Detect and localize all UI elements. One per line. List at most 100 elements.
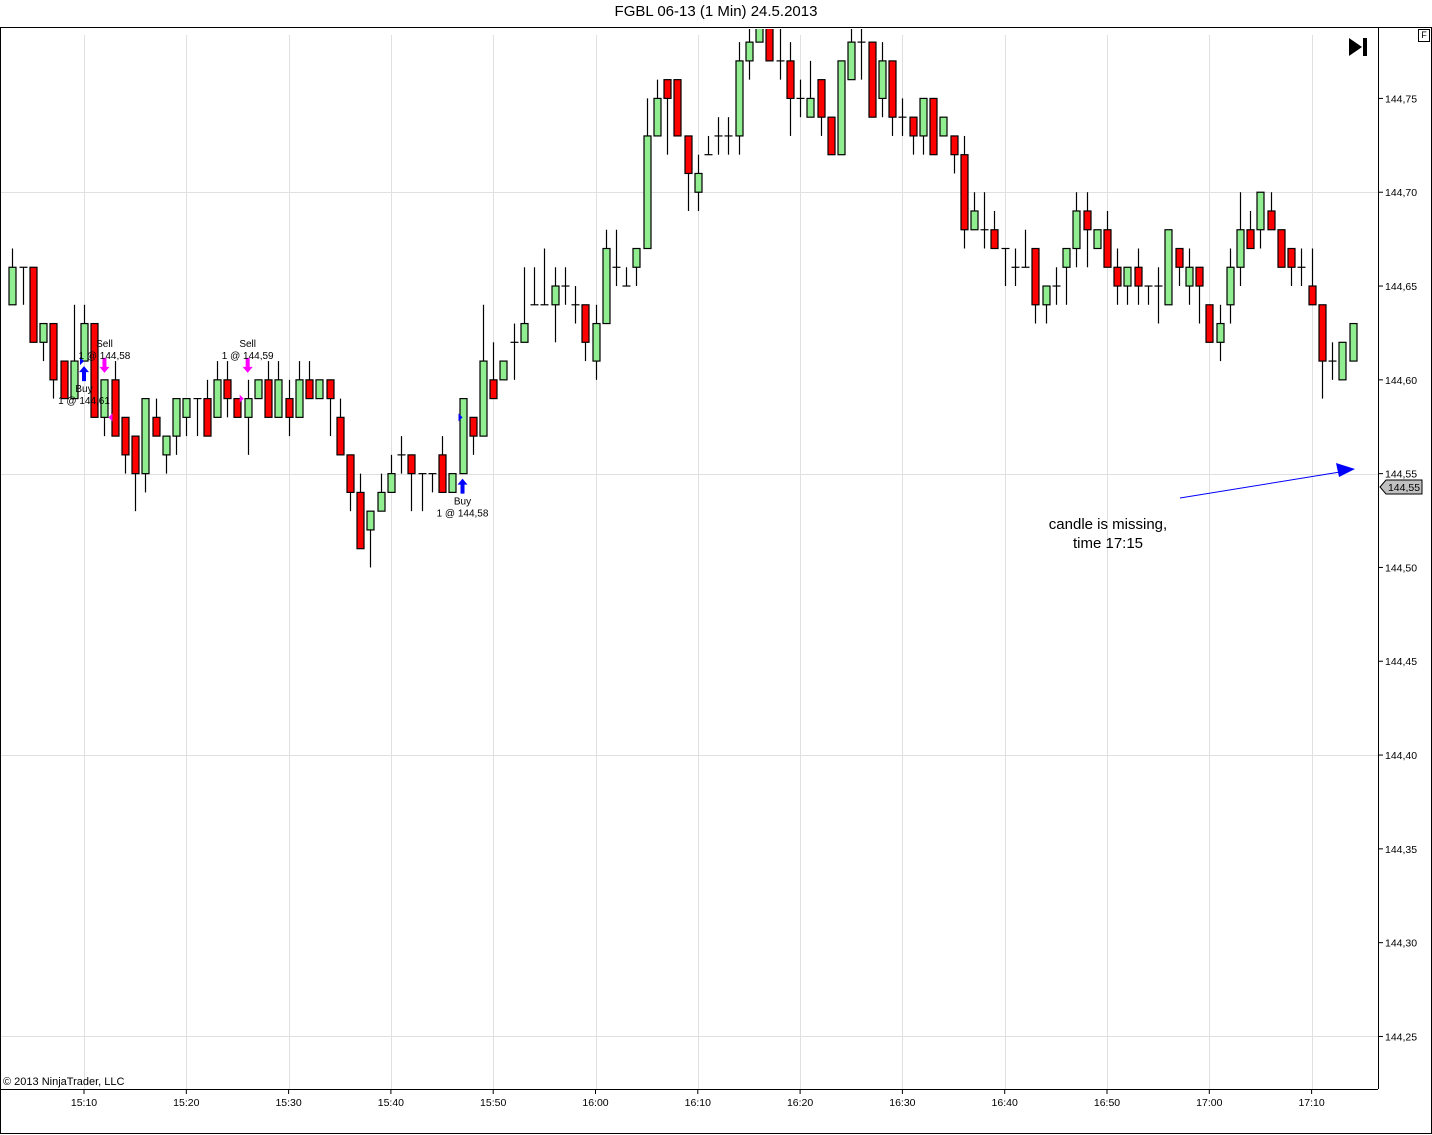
candle-body-up [162, 435, 171, 456]
candle-body-down [765, 29, 774, 62]
candle-body-up [182, 397, 191, 418]
price-axis[interactable]: 144,75 144,70 144,65 144,60 144,55 144,50 144,… [1378, 93, 1417, 1043]
fill-triangle-icon [239, 394, 244, 403]
candle-body-up [745, 41, 754, 62]
candle [919, 97, 928, 155]
candle [673, 79, 682, 137]
candle [1246, 210, 1255, 250]
candle-body-down [1083, 210, 1092, 231]
candle [326, 379, 335, 437]
candle [694, 154, 703, 211]
candle-body-down [1277, 229, 1286, 268]
candle [684, 135, 693, 211]
candle [960, 135, 969, 249]
buy-arrow-icon [79, 366, 89, 382]
marker-label: Buy [454, 497, 471, 508]
candle [315, 379, 324, 400]
candle [111, 361, 120, 437]
candle-body-up [479, 360, 488, 437]
candle [336, 398, 345, 456]
y-tick-label: 144,60 [1385, 375, 1417, 387]
candle-body-up [970, 210, 979, 231]
candle-body-up [837, 60, 846, 156]
candle [70, 304, 79, 400]
candle-body-up [377, 491, 386, 512]
y-tick-label: 144,75 [1385, 93, 1417, 105]
candle [131, 435, 140, 512]
candle [448, 473, 457, 493]
candle [387, 454, 396, 493]
candle-body-down [1175, 247, 1184, 268]
candle [643, 98, 652, 250]
candle-body-down [1246, 229, 1255, 250]
candle [878, 42, 887, 118]
candle-body-up [592, 322, 601, 362]
candle-body-up [1164, 229, 1173, 306]
time-axis[interactable]: 15:10 15:20 15:30 15:40 15:50 16:00 16:10 16:20… [71, 1089, 1325, 1109]
candle [622, 267, 631, 287]
x-tick-label: 16:00 [582, 1097, 608, 1109]
candle [530, 267, 539, 306]
annotation-text: candle is missing, time 17:15 [1020, 515, 1196, 553]
candle-body-down [1031, 247, 1040, 306]
candle [704, 135, 713, 156]
candle [1297, 248, 1306, 287]
candle [1338, 341, 1347, 381]
candle [806, 60, 815, 118]
candle [827, 116, 836, 156]
candle [438, 436, 447, 493]
candle [39, 322, 48, 362]
candle [469, 416, 478, 455]
copyright: © 2013 NinjaTrader, LLC [3, 1076, 125, 1088]
candle [817, 79, 826, 136]
candle-body-down [663, 79, 672, 100]
candle [182, 397, 191, 437]
scroll-to-end-button[interactable] [1349, 38, 1367, 56]
marker-label: Sell [96, 339, 113, 350]
candle [796, 79, 805, 118]
y-tick-label: 144,40 [1385, 750, 1417, 762]
candle-body-down [1195, 266, 1204, 287]
candle [479, 304, 488, 437]
annotation-arrow [1179, 463, 1355, 499]
candle [1277, 229, 1286, 268]
candle [909, 116, 918, 155]
f-button[interactable]: F [1418, 29, 1430, 42]
candle [1318, 304, 1327, 399]
last-price-label: 144,55 [1388, 482, 1420, 494]
candle-body-up [387, 473, 396, 493]
candle-body-up [1216, 322, 1225, 343]
candle-body-up [295, 379, 304, 418]
candle [939, 116, 948, 137]
candle-body-down [469, 416, 478, 437]
candles [8, 29, 1358, 568]
last-price-tag: 144,55 [1379, 479, 1423, 495]
x-tick-label: 16:40 [992, 1097, 1018, 1109]
candle [1113, 248, 1122, 305]
candle-body-up [1226, 266, 1235, 306]
candle [632, 247, 641, 287]
candle [1083, 192, 1092, 268]
candle-body-down [407, 454, 416, 475]
candle-body-up [735, 60, 744, 137]
candle-body-up [878, 60, 887, 100]
arrowhead-icon [1336, 463, 1355, 477]
candle [90, 322, 99, 418]
candle [60, 360, 69, 400]
candle-body-down [336, 416, 345, 456]
candle [1103, 210, 1112, 268]
candle [254, 379, 263, 400]
candle [428, 473, 437, 493]
candle [980, 192, 989, 249]
candle [1093, 229, 1102, 250]
candle-body-down [223, 379, 232, 400]
candle-body-up [1349, 322, 1358, 362]
candle-body-down [203, 397, 212, 437]
y-tick-label: 144,70 [1385, 187, 1417, 199]
candle-body-down [1308, 285, 1317, 306]
candle [274, 361, 283, 418]
candle [295, 361, 304, 418]
